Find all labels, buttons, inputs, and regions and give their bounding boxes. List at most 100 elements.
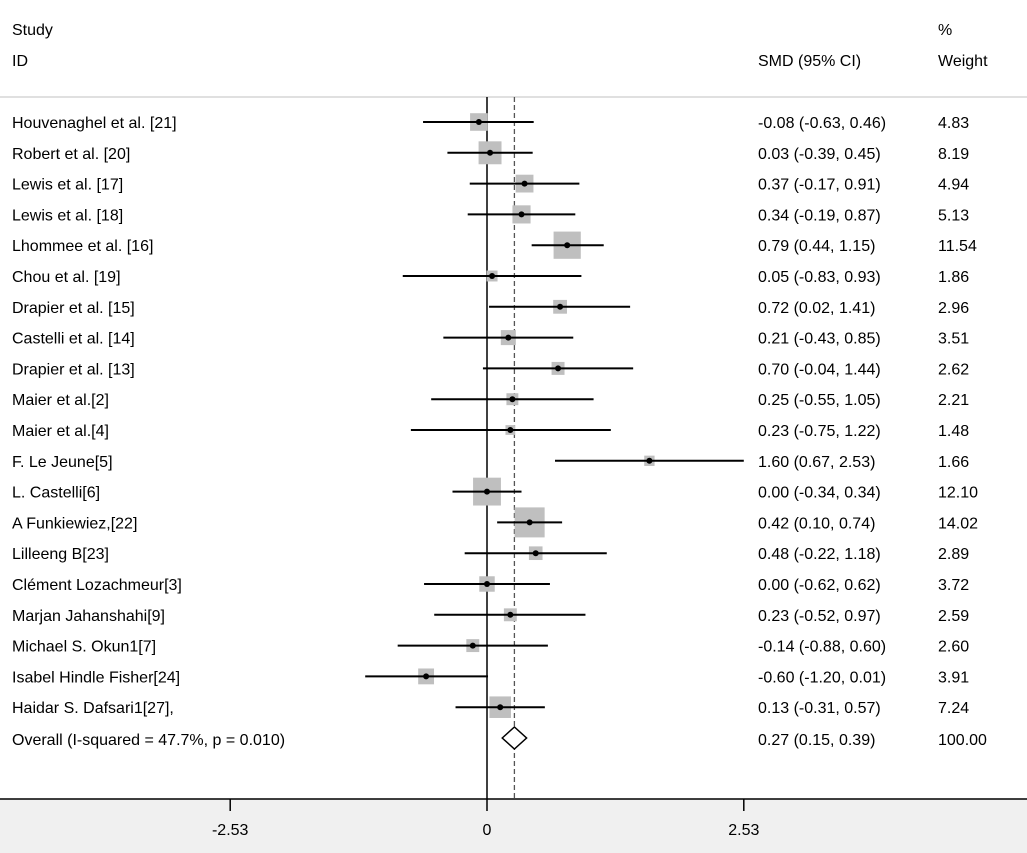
study-ci: 0.25 (-0.55, 1.05): [758, 392, 881, 409]
header-id: ID: [12, 53, 28, 70]
study-row: A Funkiewiez,[22] 0.42 (0.10, 0.74) 14.02: [12, 507, 978, 538]
study-row: Drapier et al. [15] 0.72 (0.02, 1.41) 2.96: [12, 300, 969, 317]
x-axis-ticks: -2.53 0 2.53: [212, 799, 759, 839]
study-weight: 1.86: [938, 269, 969, 286]
header-study: Study: [12, 22, 53, 39]
study-ci: 0.00 (-0.62, 0.62): [758, 577, 881, 594]
study-row: Isabel Hindle Fisher[24] -0.60 (-1.20, 0.…: [12, 668, 969, 686]
point-estimate: [564, 242, 571, 249]
overall-label: Overall (I-squared = 47.7%, p = 0.010): [12, 732, 285, 749]
study-row: F. Le Jeune[5] 1.60 (0.67, 2.53) 1.66: [12, 454, 969, 471]
study-name: Chou et al. [19]: [12, 269, 121, 286]
study-name: Clément Lozachmeur[3]: [12, 577, 182, 594]
point-estimate: [484, 488, 490, 495]
study-ci: -0.08 (-0.63, 0.46): [758, 115, 886, 132]
study-weight: 3.72: [938, 577, 969, 594]
study-name: Drapier et al. [15]: [12, 300, 135, 317]
study-name: Castelli et al. [14]: [12, 331, 135, 348]
study-row: Chou et al. [19] 0.05 (-0.83, 0.93) 1.86: [12, 269, 969, 286]
study-row: Lhommee et al. [16] 0.79 (0.44, 1.15) 11.5…: [12, 231, 977, 259]
study-row: Castelli et al. [14] 0.21 (-0.43, 0.85) 3.…: [12, 330, 969, 348]
point-estimate: [484, 581, 490, 587]
study-weight: 2.62: [938, 361, 969, 378]
point-estimate: [509, 396, 516, 403]
study-weight: 14.02: [938, 515, 978, 532]
study-weight: 8.19: [938, 146, 969, 163]
study-weight: 1.66: [938, 454, 969, 471]
study-name: Isabel Hindle Fisher[24]: [12, 669, 180, 686]
study-row: Houvenaghel et al. [21] -0.08 (-0.63, 0.4…: [12, 113, 969, 132]
study-weight: 3.91: [938, 669, 969, 686]
point-estimate: [423, 673, 430, 680]
axis-band: [0, 799, 1027, 853]
header-percent: %: [938, 22, 952, 39]
study-weight: 2.96: [938, 300, 969, 317]
study-name: Lilleeng B[23]: [12, 546, 109, 563]
study-name: Lewis et al. [17]: [12, 177, 123, 194]
study-row: Lewis et al. [17] 0.37 (-0.17, 0.91) 4.94: [12, 174, 969, 194]
header-weight: Weight: [938, 53, 988, 70]
x-tick-label: 2.53: [728, 822, 759, 839]
study-ci: -0.14 (-0.88, 0.60): [758, 639, 886, 656]
study-name: Haidar S. Dafsari1[27],: [12, 700, 174, 717]
point-estimate: [487, 149, 494, 156]
study-name: Marjan Jahanshahi[9]: [12, 608, 165, 625]
study-ci: 0.05 (-0.83, 0.93): [758, 269, 881, 286]
point-estimate: [469, 642, 476, 649]
study-row: Marjan Jahanshahi[9] 0.23 (-0.52, 0.97) 2.…: [12, 608, 969, 625]
study-weight: 3.51: [938, 331, 969, 348]
point-estimate: [526, 519, 533, 526]
study-weight: 2.60: [938, 639, 969, 656]
study-ci: 0.03 (-0.39, 0.45): [758, 146, 881, 163]
study-weight: 7.24: [938, 700, 969, 717]
study-row: Maier et al.[4] 0.23 (-0.75, 1.22) 1.48: [12, 423, 969, 440]
study-weight: 11.54: [938, 238, 977, 255]
study-row: Michael S. Okun1[7] -0.14 (-0.88, 0.60) 2.…: [12, 639, 969, 656]
study-weight: 5.13: [938, 207, 969, 224]
study-ci: 0.21 (-0.43, 0.85): [758, 331, 881, 348]
study-name: Maier et al.[4]: [12, 423, 109, 440]
study-ci: 0.79 (0.44, 1.15): [758, 238, 875, 255]
study-ci: 0.00 (-0.34, 0.34): [758, 485, 881, 502]
study-row: Lilleeng B[23] 0.48 (-0.22, 1.18) 2.89: [12, 546, 969, 563]
study-ci: 0.13 (-0.31, 0.57): [758, 700, 881, 717]
point-estimate: [497, 704, 504, 711]
study-ci: 1.60 (0.67, 2.53): [758, 454, 875, 471]
study-ci: 0.70 (-0.04, 1.44): [758, 361, 881, 378]
point-estimate: [532, 550, 539, 557]
point-estimate: [555, 365, 562, 372]
study-name: Maier et al.[2]: [12, 392, 109, 409]
study-row: Haidar S. Dafsari1[27], 0.13 (-0.31, 0.57…: [12, 696, 969, 718]
header-effect: SMD (95% CI): [758, 53, 861, 70]
study-weight: 4.83: [938, 115, 969, 132]
study-weight: 2.89: [938, 546, 969, 563]
study-ci: 0.72 (0.02, 1.41): [758, 300, 875, 317]
point-estimate: [518, 211, 525, 218]
study-name: Houvenaghel et al. [21]: [12, 115, 177, 132]
overall-diamond: [501, 725, 528, 751]
study-ci: 0.23 (-0.52, 0.97): [758, 608, 881, 625]
study-weight: 2.59: [938, 608, 969, 625]
study-name: Lewis et al. [18]: [12, 207, 123, 224]
x-tick-label: -2.53: [212, 822, 249, 839]
point-estimate: [646, 457, 653, 464]
study-weight: 12.10: [938, 485, 978, 502]
study-weight: 1.48: [938, 423, 969, 440]
study-ci: -0.60 (-1.20, 0.01): [758, 669, 886, 686]
study-ci: 0.34 (-0.19, 0.87): [758, 207, 881, 224]
overall-weight: 100.00: [938, 732, 987, 749]
point-estimate: [557, 303, 564, 310]
study-row: Lewis et al. [18] 0.34 (-0.19, 0.87) 5.13: [12, 205, 969, 224]
study-row: Clément Lozachmeur[3] 0.00 (-0.62, 0.62) 3…: [12, 576, 969, 594]
study-name: Drapier et al. [13]: [12, 361, 135, 378]
point-estimate: [489, 273, 496, 279]
study-name: Michael S. Okun1[7]: [12, 639, 156, 656]
study-ci: 0.37 (-0.17, 0.91): [758, 177, 881, 194]
study-ci: 0.48 (-0.22, 1.18): [758, 546, 881, 563]
study-weight: 2.21: [938, 392, 969, 409]
study-row: Maier et al.[2] 0.25 (-0.55, 1.05) 2.21: [12, 392, 969, 409]
study-name: A Funkiewiez,[22]: [12, 515, 137, 532]
point-estimate: [521, 180, 528, 187]
point-estimate: [507, 427, 514, 433]
